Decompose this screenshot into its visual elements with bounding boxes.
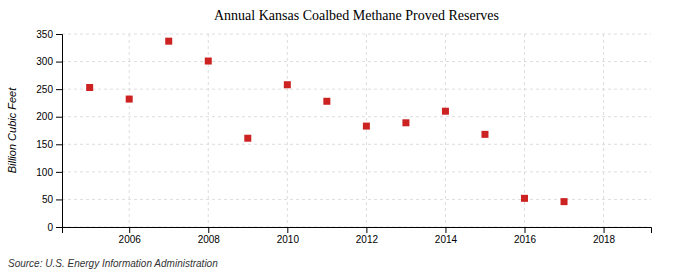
grid-line — [603, 34, 604, 227]
axis-line — [63, 228, 652, 234]
grid-line — [62, 144, 651, 145]
axis-line — [56, 35, 63, 228]
tick-label: 300 — [36, 56, 53, 67]
tick: 150 — [36, 139, 62, 150]
y-axis: 0 50 100 150 200 250 300 350 — [36, 29, 62, 233]
point — [323, 98, 330, 105]
point — [244, 135, 251, 142]
grid-line — [62, 34, 651, 35]
tick-label: 50 — [42, 194, 54, 205]
tick-mark — [56, 144, 62, 145]
tick-mark — [208, 227, 209, 233]
y-axis-title: Billion Cubic Feet — [6, 87, 18, 174]
point — [165, 38, 172, 45]
tick: 2006 — [119, 227, 142, 245]
tick-label: 100 — [36, 167, 53, 178]
tick-mark — [287, 227, 288, 233]
tick-mark — [445, 227, 446, 233]
point — [284, 81, 291, 88]
point — [481, 131, 488, 138]
point — [442, 108, 449, 115]
tick: 2016 — [514, 227, 537, 245]
tick: 100 — [36, 167, 62, 178]
tick: 2012 — [356, 227, 379, 245]
chart: 2006 2008 2010 2012 2014 2016 2018 0 50 100 150 200… — [0, 0, 675, 275]
grid-line — [62, 171, 651, 172]
point — [363, 123, 370, 130]
tick-label: 2008 — [198, 234, 221, 245]
tick: 2014 — [435, 227, 458, 245]
point — [205, 58, 212, 65]
tick: 2008 — [198, 227, 221, 245]
tick-label: 250 — [36, 84, 53, 95]
tick: 350 — [36, 29, 62, 40]
tick-label: 150 — [36, 139, 53, 150]
tick-mark — [56, 227, 62, 228]
tick: 200 — [36, 111, 62, 122]
grid-line — [366, 34, 367, 227]
tick: 250 — [36, 84, 62, 95]
grid-line — [445, 34, 446, 227]
tick-label: 200 — [36, 111, 53, 122]
tick-mark — [129, 227, 130, 233]
tick-mark — [56, 199, 62, 200]
point — [521, 195, 528, 202]
grid-line — [62, 89, 651, 90]
point — [86, 84, 93, 91]
tick-mark — [56, 34, 62, 35]
title: Annual Kansas Coalbed Methane Proved Res… — [214, 8, 499, 23]
tick-label: 2010 — [277, 234, 300, 245]
points — [86, 38, 567, 205]
tick-mark — [56, 62, 62, 63]
tick: 300 — [36, 56, 62, 67]
tick-mark — [525, 227, 526, 233]
annotation: Source: U.S. Energy Information Administ… — [8, 258, 218, 269]
tick-mark — [56, 117, 62, 118]
tick-mark — [366, 227, 367, 233]
tick: 2018 — [593, 227, 616, 245]
tick: 50 — [42, 194, 62, 205]
tick: 0 — [47, 222, 62, 233]
point — [561, 198, 568, 205]
tick-mark — [56, 172, 62, 173]
plot: 2006 2008 2010 2012 2014 2016 2018 0 50 100 150 200… — [36, 29, 651, 245]
grid-line — [287, 34, 288, 227]
tick-label: 2016 — [514, 234, 537, 245]
tick: 2010 — [277, 227, 300, 245]
tick-label: 0 — [47, 222, 53, 233]
tick-label: 2014 — [435, 234, 458, 245]
tick-mark — [604, 227, 605, 233]
x-axis: 2006 2008 2010 2012 2014 2016 2018 — [63, 227, 652, 245]
grid-line — [62, 116, 651, 117]
grid-line — [129, 34, 130, 227]
point — [402, 119, 409, 126]
grid-line — [62, 61, 651, 62]
tick-label: 2012 — [356, 234, 379, 245]
tick-mark — [56, 89, 62, 90]
tick-label: 350 — [36, 29, 53, 40]
point — [126, 96, 133, 103]
grid — [62, 34, 651, 227]
tick-label: 2018 — [593, 234, 616, 245]
tick-label: 2006 — [119, 234, 142, 245]
